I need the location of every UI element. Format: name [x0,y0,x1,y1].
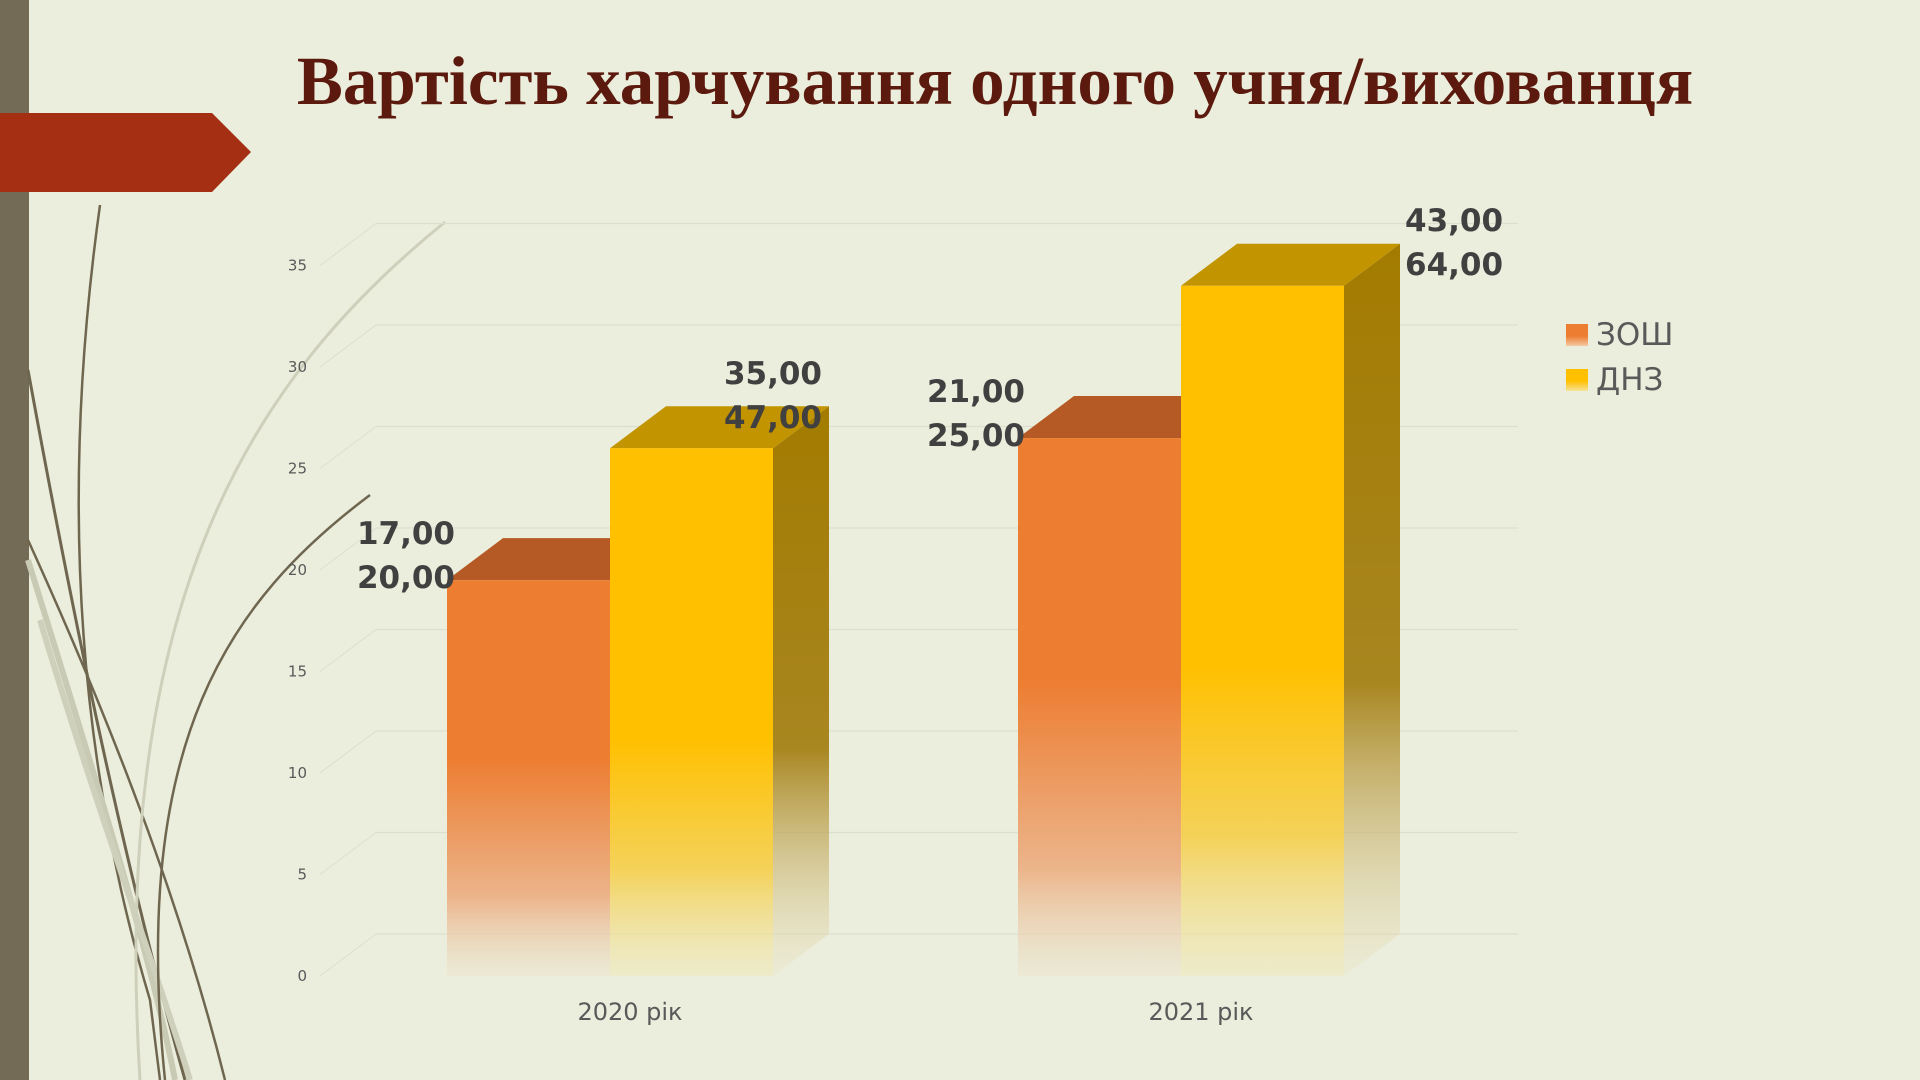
gridline-depth [319,223,377,266]
y-tick-label: 20 [288,561,307,579]
data-label: 35,00 [724,356,822,392]
legend-label-dnz: ДНЗ [1596,361,1664,398]
bar-dnz-0 [610,448,773,976]
bar-side-dnz-1 [1344,243,1400,977]
bar-zosh-0 [447,580,610,976]
y-tick-label: 10 [288,764,307,782]
legend-swatch-zosh [1566,323,1588,346]
data-label: 17,00 [357,516,455,552]
y-tick-label: 30 [288,358,307,376]
x-tick-label: 2020 рік [577,998,682,1026]
bar-side-dnz-0 [773,406,829,976]
gridline-depth [319,933,377,977]
legend-item-zosh: ЗОШ [1566,312,1673,357]
y-tick-label: 0 [297,967,307,985]
data-label: 47,00 [724,400,822,436]
bar-dnz-1 [1181,285,1344,976]
gridline-depth [319,629,377,672]
page-title: Вартість харчування одного учня/вихованц… [296,43,1694,119]
bar-top-dnz-1 [1181,243,1400,286]
y-tick-label: 25 [288,460,307,478]
data-label: 25,00 [927,418,1025,454]
legend-item-dnz: ДНЗ [1566,357,1673,402]
legend-swatch-dnz [1566,368,1588,391]
gridline-depth [319,426,377,469]
gridline-depth [319,324,377,368]
gridline-depth [319,527,377,571]
data-label: 20,00 [357,560,455,596]
y-tick-label: 5 [297,866,307,884]
y-tick-label: 15 [288,663,307,681]
chart-legend: ЗОШ ДНЗ [1566,312,1673,402]
data-label: 43,00 [1405,203,1503,239]
y-tick-label: 35 [288,257,307,275]
data-label: 21,00 [927,374,1025,410]
legend-label-zosh: ЗОШ [1596,316,1674,353]
bar-zosh-1 [1018,438,1181,976]
x-tick-label: 2021 рік [1148,998,1253,1026]
gridline-depth [319,730,377,774]
bar-top-dnz-0 [610,406,829,449]
accent-arrow [0,113,251,192]
data-label: 64,00 [1405,247,1503,283]
gridline-depth [319,832,377,875]
